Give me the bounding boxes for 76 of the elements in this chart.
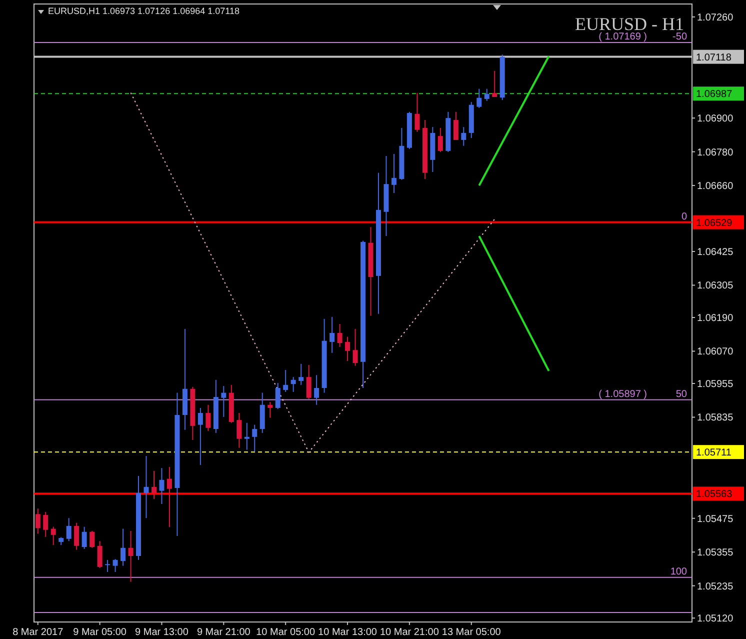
candlestick xyxy=(244,422,250,450)
candlestick xyxy=(275,382,280,410)
candlestick xyxy=(330,316,335,354)
candlestick xyxy=(283,370,288,392)
candlestick xyxy=(461,126,466,146)
x-tick-label: 9 Mar 13:00 xyxy=(135,627,189,638)
x-tick-label: 10 Mar 13:00 xyxy=(318,627,378,638)
candlestick xyxy=(112,558,118,572)
candlestick xyxy=(352,328,358,366)
candlestick xyxy=(314,374,320,406)
candlestick xyxy=(337,323,342,348)
candlestick xyxy=(306,364,312,400)
candlestick xyxy=(484,88,490,102)
candlestick xyxy=(74,522,80,550)
candlestick xyxy=(221,386,226,418)
ref-line-label: 1.07118 xyxy=(696,52,732,64)
candlestick xyxy=(144,455,149,519)
x-tick-label: 10 Mar 05:00 xyxy=(256,627,316,638)
x-tick-label: 13 Mar 05:00 xyxy=(442,627,502,638)
ref-line-label: 1.06529 xyxy=(696,218,733,229)
candlestick xyxy=(268,402,273,418)
candlestick xyxy=(391,154,396,194)
candlestick xyxy=(120,528,126,566)
candlestick xyxy=(476,88,482,108)
y-tick-label: 1.06425 xyxy=(697,246,734,258)
candlestick xyxy=(97,540,102,569)
y-tick-label: 1.06900 xyxy=(697,114,734,125)
candlestick xyxy=(166,466,172,528)
ref-line-label: 1.05711 xyxy=(696,448,732,459)
y-tick-label: 1.05955 xyxy=(697,379,734,390)
y-tick-label: 1.06190 xyxy=(697,312,734,324)
y-tick-label: 1.05235 xyxy=(697,581,734,592)
candlestick xyxy=(50,526,56,546)
x-tick-label: 10 Mar 21:00 xyxy=(380,627,440,638)
x-tick-label: 9 Mar 21:00 xyxy=(196,627,251,638)
candlestick xyxy=(35,508,40,534)
ref-line-label: 1.05563 xyxy=(696,489,733,500)
candlestick xyxy=(345,336,350,362)
candlestick xyxy=(198,407,203,466)
y-tick-label: 1.05475 xyxy=(697,514,734,525)
y-tick-label: 1.05120 xyxy=(697,614,734,625)
y-tick-label: 1.06660 xyxy=(697,180,734,192)
candlestick xyxy=(298,363,304,386)
annotation: 50 xyxy=(676,388,688,400)
candlestick xyxy=(290,376,296,392)
x-tick-label: 8 Mar 2017 xyxy=(12,627,64,638)
y-tick-label: 1.05835 xyxy=(697,412,734,424)
annotation: -50 xyxy=(672,31,688,42)
candlestick xyxy=(206,404,211,432)
annotation: ( 1.05897 ) xyxy=(598,388,647,400)
annotation: 100 xyxy=(670,566,688,578)
candlestick xyxy=(105,559,110,572)
y-tick-label: 1.06070 xyxy=(697,346,734,358)
x-tick-label: 9 Mar 05:00 xyxy=(73,627,127,638)
text: EURUSD - H1 xyxy=(574,14,684,34)
candlestick xyxy=(236,412,242,448)
annotation: ( 1.07169 ) xyxy=(598,31,647,42)
y-tick-label: 1.06780 xyxy=(697,147,734,158)
y-tick-label: 1.07260 xyxy=(697,12,734,24)
y-tick-label: 1.06305 xyxy=(697,280,734,292)
candlestick xyxy=(151,470,156,500)
y-tick-label: 1.05355 xyxy=(697,548,734,559)
candlestick xyxy=(438,127,443,153)
ref-line-label: 1.06987 xyxy=(696,89,733,100)
candlestick xyxy=(414,92,420,132)
candlestick xyxy=(252,424,258,452)
candlestick xyxy=(159,468,164,505)
annotation: 0 xyxy=(681,211,688,222)
candlestick xyxy=(66,518,72,542)
candlestick xyxy=(492,70,498,98)
candlestick xyxy=(128,530,134,582)
chart-subtitle: EURUSD,H1 1.06973 1.07126 1.06964 1.07118 xyxy=(48,6,240,16)
candlestick xyxy=(43,511,48,538)
candlestick xyxy=(90,530,95,548)
candlestick xyxy=(453,111,458,140)
candlestick xyxy=(82,526,87,550)
